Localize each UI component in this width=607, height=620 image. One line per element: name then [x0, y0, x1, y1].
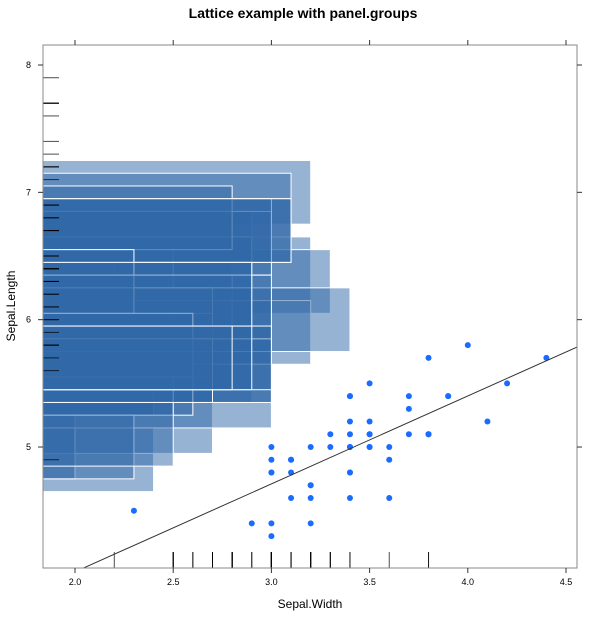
x-tick-label: 2.5: [167, 577, 180, 587]
data-point: [307, 482, 314, 489]
regression-line: [82, 346, 577, 568]
data-point: [307, 494, 314, 501]
group-rect: [43, 261, 253, 327]
chart-title: Lattice example with panel.groups: [189, 5, 418, 21]
data-point: [327, 431, 334, 438]
data-point: [405, 405, 412, 412]
data-point: [366, 431, 373, 438]
data-point: [405, 393, 412, 400]
data-point: [504, 380, 511, 387]
x-tick-label: 3.5: [363, 577, 376, 587]
data-point: [425, 354, 432, 361]
data-point: [464, 342, 471, 349]
data-point: [346, 469, 353, 476]
data-point: [346, 494, 353, 501]
data-point: [346, 431, 353, 438]
data-point: [327, 444, 334, 451]
data-point: [248, 520, 255, 527]
plot-area: [43, 77, 577, 568]
x-tick-label: 3.0: [265, 577, 278, 587]
data-point: [268, 456, 275, 463]
data-point: [307, 444, 314, 451]
data-point: [268, 469, 275, 476]
data-point: [543, 354, 550, 361]
axes: 2.0 2.5 3.0 3.5 4.0 4.5 5 6 7 8: [26, 40, 582, 587]
y-axis-label: Sepal.Length: [4, 271, 18, 342]
data-point: [425, 431, 432, 438]
data-point: [366, 418, 373, 425]
data-point: [288, 494, 295, 501]
panel-frame: [42, 44, 578, 569]
y-tick-label: 6: [26, 315, 31, 325]
data-point: [445, 393, 452, 400]
data-point: [366, 380, 373, 387]
data-point: [484, 418, 491, 425]
x-tick-label: 4.5: [560, 577, 573, 587]
data-point: [268, 533, 275, 540]
data-point: [366, 444, 373, 451]
data-point: [346, 393, 353, 400]
x-tick-label: 4.0: [462, 577, 475, 587]
x-axis-label: Sepal.Width: [278, 597, 343, 611]
y-tick-label: 7: [26, 187, 31, 197]
data-point: [288, 456, 295, 463]
data-point: [386, 494, 393, 501]
data-point: [386, 444, 393, 451]
data-point: [130, 507, 137, 514]
y-tick-label: 5: [26, 442, 31, 452]
y-tick-label: 8: [26, 60, 31, 70]
x-tick-label: 2.0: [69, 577, 82, 587]
data-point: [268, 520, 275, 527]
data-point: [386, 456, 393, 463]
group-rect: [43, 325, 233, 391]
data-point: [307, 520, 314, 527]
data-point: [405, 431, 412, 438]
data-point: [346, 418, 353, 425]
data-point: [268, 444, 275, 451]
group-rect: [43, 401, 174, 467]
